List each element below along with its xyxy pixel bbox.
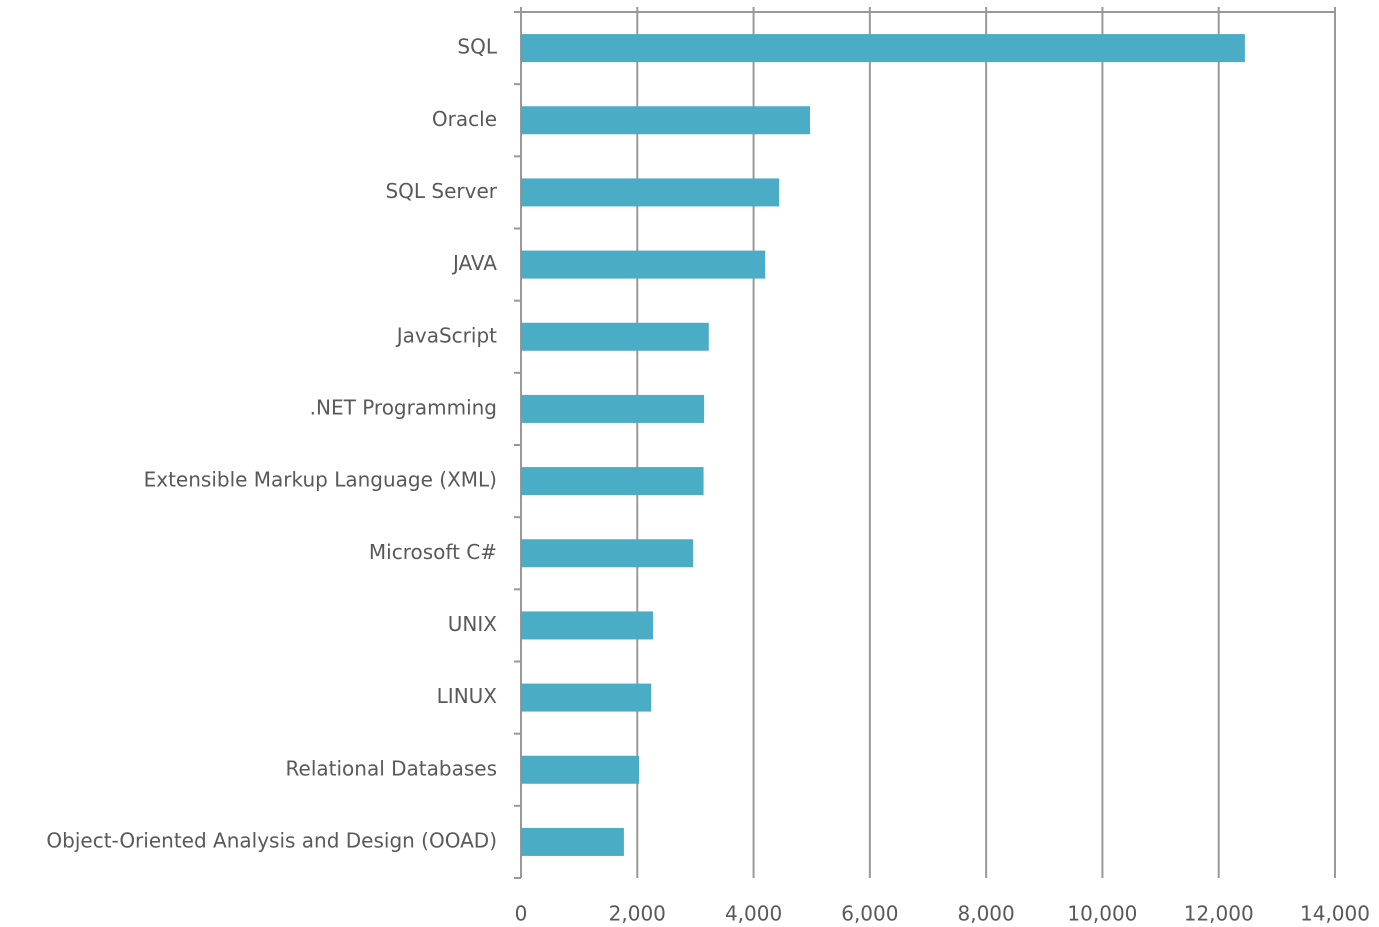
- bar: [521, 322, 709, 351]
- bar: [521, 755, 640, 784]
- bar: [521, 539, 694, 568]
- bar: [521, 611, 653, 640]
- y-tick-label: Extensible Markup Language (XML): [144, 468, 497, 492]
- bar: [521, 467, 704, 496]
- bar: [521, 106, 810, 135]
- y-tick-label: JavaScript: [395, 323, 497, 347]
- y-tick-label: SQL: [457, 35, 497, 59]
- y-tick-label: Relational Databases: [286, 756, 497, 780]
- bar: [521, 827, 624, 856]
- x-tick-label: 14,000: [1300, 902, 1370, 926]
- x-tick-label: 10,000: [1067, 902, 1137, 926]
- bar: [521, 178, 780, 207]
- y-tick-label: Microsoft C#: [369, 540, 497, 564]
- bar: [521, 683, 652, 712]
- bar: [521, 394, 705, 423]
- y-tick-label: UNIX: [448, 612, 497, 636]
- x-tick-label: 0: [515, 902, 528, 926]
- bar: [521, 250, 766, 279]
- x-tick-label: 6,000: [841, 902, 898, 926]
- y-tick-label: .NET Programming: [310, 395, 497, 419]
- x-tick-label: 2,000: [609, 902, 666, 926]
- x-tick-label: 8,000: [958, 902, 1015, 926]
- y-tick-label: Object-Oriented Analysis and Design (OOA…: [46, 828, 497, 852]
- y-tick-label: LINUX: [437, 684, 498, 708]
- bar: [521, 34, 1245, 63]
- y-tick-label: JAVA: [451, 251, 497, 275]
- y-tick-label: SQL Server: [385, 179, 497, 203]
- x-tick-label: 12,000: [1184, 902, 1254, 926]
- x-tick-label: 4,000: [725, 902, 782, 926]
- y-tick-label: Oracle: [432, 107, 497, 131]
